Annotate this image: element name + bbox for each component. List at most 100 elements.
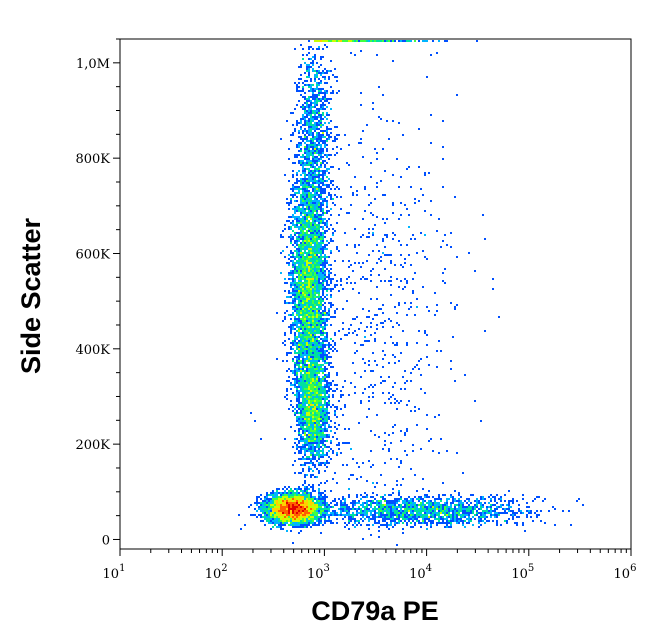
density-point bbox=[506, 520, 508, 522]
density-point bbox=[286, 530, 288, 532]
density-point bbox=[384, 510, 386, 512]
density-point bbox=[534, 512, 536, 514]
density-point bbox=[300, 300, 302, 302]
density-point bbox=[310, 442, 312, 444]
density-point bbox=[310, 216, 312, 218]
density-point bbox=[316, 74, 318, 76]
density-point bbox=[360, 40, 362, 42]
density-point bbox=[300, 236, 302, 238]
density-point bbox=[428, 518, 430, 520]
density-point bbox=[512, 518, 514, 520]
density-point bbox=[312, 390, 314, 392]
density-point bbox=[298, 472, 300, 474]
density-point bbox=[466, 518, 468, 520]
density-point bbox=[296, 292, 298, 294]
density-point bbox=[328, 416, 330, 418]
density-point bbox=[318, 462, 320, 464]
density-point bbox=[308, 226, 310, 228]
density-point bbox=[310, 104, 312, 106]
density-point bbox=[316, 188, 318, 190]
density-point bbox=[368, 400, 370, 402]
density-point bbox=[310, 178, 312, 180]
density-point bbox=[308, 414, 310, 416]
density-point bbox=[356, 334, 358, 336]
density-point bbox=[424, 506, 426, 508]
density-point bbox=[306, 462, 308, 464]
density-point bbox=[302, 324, 304, 326]
density-point bbox=[372, 250, 374, 252]
density-point bbox=[362, 218, 364, 220]
density-point bbox=[308, 154, 310, 156]
density-point bbox=[300, 390, 302, 392]
density-point bbox=[408, 506, 410, 508]
density-point bbox=[346, 244, 348, 246]
density-point bbox=[322, 412, 324, 414]
density-point bbox=[318, 394, 320, 396]
density-point bbox=[314, 106, 316, 108]
density-point bbox=[344, 516, 346, 518]
density-point bbox=[316, 290, 318, 292]
density-point bbox=[410, 302, 412, 304]
density-point bbox=[382, 516, 384, 518]
density-point bbox=[298, 330, 300, 332]
density-point bbox=[310, 370, 312, 372]
density-point bbox=[298, 142, 300, 144]
density-point bbox=[318, 94, 320, 96]
density-point bbox=[298, 236, 300, 238]
density-point bbox=[306, 386, 308, 388]
density-point bbox=[302, 456, 304, 458]
density-point bbox=[364, 514, 366, 516]
density-point bbox=[322, 442, 324, 444]
density-point bbox=[314, 200, 316, 202]
density-point bbox=[304, 400, 306, 402]
density-point bbox=[318, 168, 320, 170]
density-point bbox=[466, 506, 468, 508]
density-point bbox=[426, 506, 428, 508]
density-point bbox=[296, 306, 298, 308]
density-point bbox=[324, 494, 326, 496]
density-point bbox=[354, 508, 356, 510]
density-point bbox=[322, 502, 324, 504]
density-point bbox=[304, 310, 306, 312]
density-point bbox=[318, 430, 320, 432]
density-point bbox=[308, 212, 310, 214]
density-point bbox=[392, 506, 394, 508]
density-point bbox=[314, 392, 316, 394]
density-point bbox=[484, 512, 486, 514]
density-point bbox=[302, 424, 304, 426]
density-point bbox=[308, 146, 310, 148]
density-point bbox=[408, 308, 410, 310]
density-point bbox=[310, 112, 312, 114]
density-point bbox=[312, 60, 314, 62]
density-point bbox=[316, 328, 318, 330]
density-point bbox=[290, 326, 292, 328]
density-point bbox=[318, 224, 320, 226]
density-point bbox=[336, 372, 338, 374]
density-point bbox=[344, 428, 346, 430]
density-point bbox=[402, 522, 404, 524]
density-point bbox=[302, 364, 304, 366]
density-point bbox=[320, 218, 322, 220]
density-point bbox=[418, 496, 420, 498]
density-point bbox=[320, 418, 322, 420]
density-point bbox=[306, 272, 308, 274]
density-point bbox=[300, 260, 302, 262]
density-point bbox=[306, 122, 308, 124]
density-point bbox=[326, 256, 328, 258]
density-point bbox=[324, 394, 326, 396]
density-point bbox=[382, 366, 384, 368]
density-point bbox=[352, 332, 354, 334]
density-point bbox=[260, 514, 262, 516]
density-point bbox=[298, 412, 300, 414]
density-point bbox=[316, 520, 318, 522]
density-point bbox=[298, 380, 300, 382]
density-point bbox=[314, 306, 316, 308]
density-point bbox=[316, 112, 318, 114]
density-point bbox=[318, 138, 320, 140]
density-point bbox=[314, 264, 316, 266]
density-point bbox=[290, 250, 292, 252]
density-point bbox=[294, 524, 296, 526]
density-point bbox=[300, 282, 302, 284]
density-point bbox=[322, 172, 324, 174]
density-point bbox=[480, 518, 482, 520]
